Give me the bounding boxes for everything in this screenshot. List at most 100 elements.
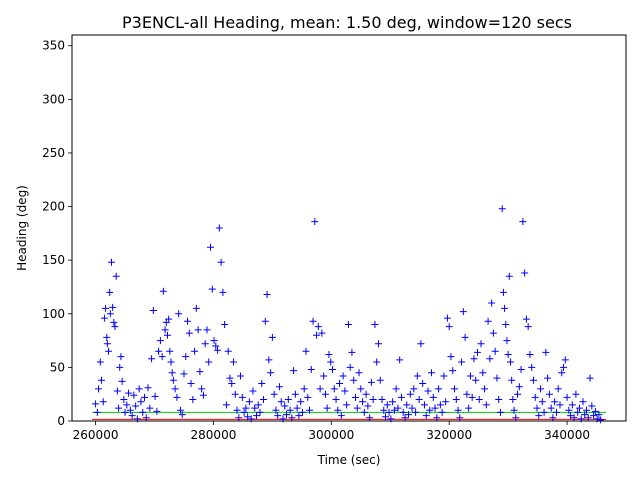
data-point — [97, 376, 105, 384]
data-point — [221, 321, 229, 328]
data-point — [92, 400, 100, 408]
data-point — [281, 402, 289, 410]
data-point — [509, 396, 517, 404]
data-point — [433, 414, 441, 422]
data-point — [403, 401, 411, 409]
data-point — [477, 340, 485, 348]
data-point — [389, 398, 397, 406]
data-point — [244, 413, 252, 421]
data-point — [198, 385, 206, 393]
data-point — [110, 318, 118, 326]
x-tick-label: 260000 — [73, 428, 119, 442]
data-point — [359, 398, 367, 406]
data-point — [316, 385, 324, 393]
data-point — [167, 358, 175, 366]
data-point — [383, 401, 391, 409]
data-point — [106, 288, 114, 296]
data-point — [249, 387, 257, 395]
data-point — [353, 404, 361, 412]
data-point — [192, 304, 200, 312]
data-point — [105, 347, 113, 355]
data-point — [431, 404, 439, 412]
data-point — [394, 404, 402, 412]
data-point — [422, 412, 430, 420]
data-point — [125, 389, 133, 397]
data-point — [498, 205, 506, 213]
y-tick-label: 350 — [42, 39, 65, 53]
data-point — [501, 304, 509, 312]
data-point — [533, 404, 541, 412]
data-point — [336, 379, 344, 387]
data-point — [123, 401, 131, 409]
data-point — [130, 391, 138, 399]
data-point — [304, 393, 312, 401]
data-point — [556, 401, 564, 409]
data-point — [489, 329, 497, 337]
data-point — [120, 396, 128, 404]
data-point — [535, 412, 543, 420]
data-point — [196, 368, 204, 376]
data-point — [380, 406, 388, 414]
data-point — [549, 414, 557, 422]
data-point — [121, 408, 129, 416]
data-point — [568, 401, 576, 409]
data-point — [496, 408, 504, 416]
data-point — [153, 407, 161, 415]
y-tick-label: 200 — [42, 200, 65, 214]
data-point — [95, 385, 103, 393]
data-point — [242, 404, 250, 412]
data-point — [309, 317, 317, 325]
data-point — [270, 390, 278, 398]
data-point — [267, 369, 275, 377]
reference-lines — [92, 411, 606, 420]
data-point — [428, 369, 436, 377]
data-point — [419, 379, 427, 387]
data-point — [256, 408, 264, 416]
data-point — [390, 406, 398, 414]
data-point — [261, 317, 269, 325]
data-point — [210, 337, 218, 345]
data-point — [137, 398, 145, 406]
data-point — [165, 315, 173, 323]
data-point — [424, 387, 432, 395]
data-point — [405, 411, 413, 419]
data-point — [544, 374, 552, 382]
data-point — [135, 385, 143, 393]
x-tick-label: 300000 — [308, 428, 354, 442]
data-point — [240, 408, 248, 416]
data-point — [265, 356, 273, 364]
data-point — [214, 346, 222, 354]
data-point — [590, 412, 598, 420]
data-point — [574, 408, 582, 416]
data-point — [151, 392, 159, 400]
data-point — [238, 393, 246, 401]
data-point — [173, 393, 181, 401]
data-point — [201, 340, 209, 348]
data-point — [215, 224, 223, 232]
data-point — [348, 348, 356, 356]
data-point — [473, 348, 481, 356]
data-point — [551, 398, 559, 406]
data-point — [412, 408, 420, 416]
data-point — [176, 406, 184, 414]
data-point — [311, 218, 319, 226]
data-point — [263, 290, 271, 298]
data-point — [392, 385, 400, 393]
data-point — [482, 401, 490, 409]
data-point — [205, 358, 213, 366]
data-point — [187, 379, 195, 387]
data-point — [371, 321, 379, 328]
data-point — [260, 396, 268, 404]
data-point — [367, 378, 375, 386]
data-point — [508, 376, 516, 384]
data-point — [341, 387, 349, 395]
data-point — [475, 396, 483, 404]
data-point — [275, 383, 283, 391]
data-point — [488, 299, 496, 307]
data-point — [583, 406, 591, 414]
data-point — [113, 387, 121, 395]
data-point — [452, 396, 460, 404]
data-point — [417, 340, 425, 348]
data-point — [503, 337, 511, 345]
